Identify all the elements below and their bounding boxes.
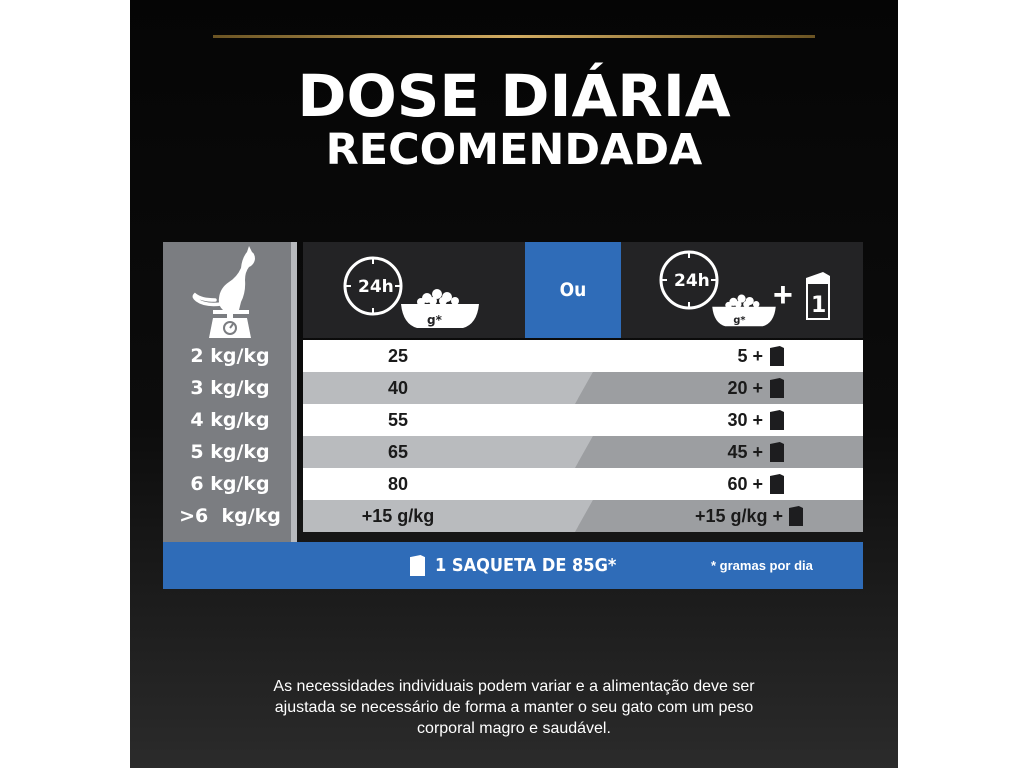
header-mixed: 24h g* + 1 xyxy=(621,242,863,338)
disclaimer-line: corporal magro e saudável. xyxy=(417,720,611,737)
disclaimer: As necessidades individuais podem variar… xyxy=(130,676,898,739)
clock-24h-icon: 24h xyxy=(659,250,719,310)
weight-label: 4 kg/kg xyxy=(190,409,270,431)
cat-scale-icon xyxy=(192,246,255,338)
weight-column xyxy=(163,242,297,542)
dry-only-value: 55 xyxy=(387,410,409,430)
title-line-1: DOSE DIÁRIA xyxy=(297,62,731,130)
pouch-size-bar: 1 SAQUETA DE 85G* * gramas por dia xyxy=(163,542,863,589)
feeding-table: 24h g* Ou 24h xyxy=(163,242,863,589)
row-slash xyxy=(563,500,593,532)
pouch-count: 1 xyxy=(811,293,826,318)
table-row: 25 5 + xyxy=(303,340,863,372)
title-line-2: RECOMENDADA xyxy=(325,125,703,175)
background-panel: DOSE DIÁRIA RECOMENDADA xyxy=(130,0,898,768)
weight-label: 3 kg/kg xyxy=(190,377,270,399)
pouch-icon xyxy=(770,346,784,366)
mixed-value: 5 + xyxy=(737,346,763,366)
row-shade-right xyxy=(578,436,863,468)
table-row: 55 30 + xyxy=(303,404,863,436)
table-row: 40 20 + xyxy=(303,372,863,404)
row-shade-left xyxy=(303,436,578,468)
row-shade-right xyxy=(578,372,863,404)
pouch-icon: 1 xyxy=(806,272,830,320)
pouch-icon xyxy=(410,555,425,576)
mixed-value: 30 + xyxy=(727,410,763,430)
pouch-icon xyxy=(770,410,784,430)
table-row: +15 g/kg +15 g/kg + xyxy=(303,500,863,532)
weight-label: 6 kg/kg xyxy=(190,473,270,495)
row-shade-left xyxy=(303,372,578,404)
bowl-unit-label: g* xyxy=(733,315,745,326)
dry-only-value: +15 g/kg xyxy=(361,506,435,526)
mixed-value: +15 g/kg + xyxy=(694,506,783,526)
pouch-icon xyxy=(770,378,784,398)
pouch-icon xyxy=(770,474,784,494)
mixed-value: 45 + xyxy=(727,442,763,462)
pouch-size-label: 1 SAQUETA DE 85G* xyxy=(435,555,617,576)
pouch-icon xyxy=(770,442,784,462)
grams-per-day-note: * gramas por dia xyxy=(711,558,813,573)
pouch-icon xyxy=(789,506,803,526)
dry-only-value: 40 xyxy=(387,378,409,398)
row-slash xyxy=(563,372,593,404)
row-shade-left xyxy=(303,500,578,532)
row-shade-right xyxy=(578,500,863,532)
disclaimer-line: As necessidades individuais podem variar… xyxy=(273,678,755,695)
weight-label: 2 kg/kg xyxy=(190,345,270,367)
or-separator: Ou xyxy=(525,242,621,338)
dry-only-value: 25 xyxy=(387,346,409,366)
clock-24h-icon: 24h xyxy=(343,256,403,316)
bowl-unit-label: g* xyxy=(427,313,443,327)
mixed-value: 20 + xyxy=(727,378,763,398)
mixed-value: 60 + xyxy=(727,474,763,494)
weight-label: >6 kg/kg xyxy=(179,505,281,527)
row-slash xyxy=(563,436,593,468)
gold-divider xyxy=(213,35,815,38)
food-bowl-icon: g* xyxy=(712,294,776,327)
header-dry: 24h g* xyxy=(303,242,525,338)
dry-only-value: 65 xyxy=(387,442,409,462)
weight-label: 5 kg/kg xyxy=(190,441,270,463)
food-bowl-icon: g* xyxy=(401,289,479,328)
dry-only-value: 80 xyxy=(387,474,409,494)
clock-hours-label: 24h xyxy=(674,271,710,291)
column-divider xyxy=(291,242,297,542)
table-row: 80 60 + xyxy=(303,468,863,500)
clock-hours-label: 24h xyxy=(358,277,394,297)
table-row: 65 45 + xyxy=(303,436,863,468)
disclaimer-line: ajustada se necessário de forma a manter… xyxy=(274,699,754,716)
plus-sign: + xyxy=(773,276,793,314)
